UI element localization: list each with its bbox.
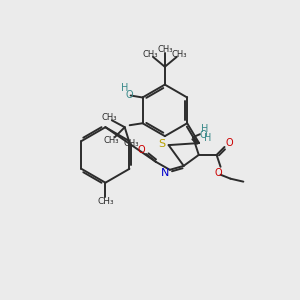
Text: H: H <box>201 124 208 134</box>
Text: CH₃: CH₃ <box>101 113 117 122</box>
Text: H: H <box>121 82 128 93</box>
Text: N: N <box>161 168 169 178</box>
Text: O: O <box>126 89 134 100</box>
Text: CH₃: CH₃ <box>103 136 118 145</box>
Text: CH₃: CH₃ <box>124 139 140 148</box>
Text: O: O <box>215 168 222 178</box>
Text: CH₃: CH₃ <box>142 50 158 59</box>
Text: CH₃: CH₃ <box>157 45 172 54</box>
Text: CH₃: CH₃ <box>97 197 114 206</box>
Text: CH₃: CH₃ <box>172 50 188 59</box>
Text: O: O <box>199 130 207 140</box>
Text: S: S <box>158 139 165 149</box>
Text: H: H <box>204 133 212 143</box>
Text: O: O <box>226 138 233 148</box>
Text: O: O <box>137 145 145 155</box>
